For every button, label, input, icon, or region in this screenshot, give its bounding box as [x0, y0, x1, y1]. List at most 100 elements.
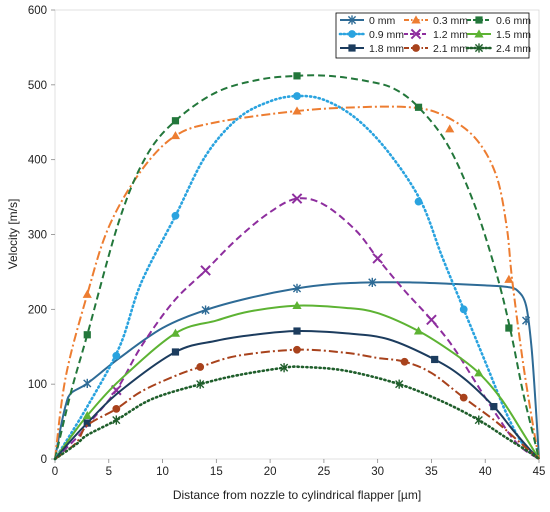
x-tick-label: 10	[156, 466, 169, 478]
series-line	[54, 74, 540, 460]
series-line	[54, 197, 540, 460]
data-point	[170, 328, 181, 337]
x-tick-label: 30	[371, 466, 384, 478]
legend-item: 2.4 mm	[465, 43, 531, 55]
data-point	[368, 277, 377, 287]
series-line	[53, 94, 541, 461]
legend-marker	[412, 44, 420, 52]
legend-marker	[410, 28, 422, 40]
series-line	[53, 365, 541, 461]
legend-item: 0.6 mm	[467, 15, 531, 27]
y-tick-label: 400	[28, 155, 47, 167]
legend-item: 1.8 mm	[340, 43, 404, 55]
legend-marker	[474, 29, 484, 38]
data-point	[170, 131, 181, 140]
y-tick-label: 200	[28, 304, 47, 316]
legend-label: 1.5 mm	[496, 29, 531, 41]
data-point	[431, 355, 439, 364]
y-tick-label: 100	[28, 379, 47, 391]
data-point	[474, 368, 484, 377]
x-tick-label: 20	[264, 466, 277, 478]
x-tick-label: 15	[210, 466, 223, 478]
legend-item: 0.3 mm	[404, 15, 468, 27]
data-point	[291, 193, 303, 204]
legend-marker	[348, 30, 356, 38]
legend-marker	[475, 16, 483, 24]
y-axis-title: Velocity [m/s]	[6, 199, 20, 270]
legend-box	[335, 12, 530, 59]
legend-label: 0.9 mm	[369, 29, 404, 41]
x-tick-label: 35	[425, 466, 438, 478]
data-point	[459, 305, 468, 314]
legend-label: 0.6 mm	[496, 15, 531, 27]
x-tick-label: 25	[317, 466, 330, 478]
legend-label: 0.3 mm	[433, 15, 468, 27]
axes: 0 5 10 15 20 25 30 35 40 45 0 100 200 300 400 500 600	[28, 5, 546, 478]
series-0-9-mm	[53, 92, 541, 461]
x-axis-title: Distance from nozzle to cylindrical flap…	[173, 488, 421, 502]
data-point	[490, 403, 498, 411]
legend: 0 mm 0.3 mm 0.6 mm 0.9 mm 1.2 mm 1.5 mm 1.8 mm…	[335, 12, 531, 59]
data-point	[293, 327, 301, 335]
legend-label: 0 mm	[369, 15, 396, 27]
data-point	[171, 117, 180, 125]
data-point	[413, 326, 424, 335]
legend-item: 2.1 mm	[404, 43, 468, 55]
series-1-5-mm	[54, 300, 540, 460]
series-2-4-mm	[53, 363, 541, 461]
data-point	[171, 211, 180, 220]
data-point	[83, 419, 91, 427]
x-tick-label: 40	[479, 466, 492, 478]
data-point	[292, 300, 302, 310]
series-line	[54, 304, 540, 460]
legend-item: 1.2 mm	[404, 28, 468, 41]
data-point	[395, 379, 404, 389]
legend-marker	[347, 15, 357, 25]
series-layer	[53, 72, 541, 461]
data-point	[292, 283, 302, 293]
data-point	[279, 363, 289, 373]
data-point	[171, 348, 180, 356]
data-point	[82, 410, 92, 420]
y-tick-label: 600	[28, 5, 47, 17]
data-point	[82, 289, 92, 298]
data-point	[83, 378, 92, 389]
data-point	[293, 72, 301, 80]
series-0-3-mm	[54, 105, 540, 460]
data-point	[200, 265, 211, 276]
data-point	[196, 379, 205, 389]
data-point	[201, 305, 210, 315]
data-point	[293, 92, 301, 100]
legend-label: 1.8 mm	[369, 43, 404, 55]
data-point	[292, 106, 302, 115]
legend-item: 1.5 mm	[467, 29, 531, 41]
data-point	[445, 124, 455, 133]
series-0-mm	[54, 277, 540, 460]
legend-marker	[474, 43, 484, 53]
data-point	[372, 253, 383, 264]
x-tick-label: 45	[533, 466, 546, 478]
data-point	[504, 274, 514, 283]
legend-item: 0.9 mm	[338, 29, 404, 41]
series-0-6-mm	[54, 72, 540, 460]
data-point	[521, 315, 531, 326]
series-1-2-mm	[54, 193, 540, 460]
data-point	[400, 357, 409, 366]
x-tick-label: 0	[52, 466, 58, 478]
series-2-1-mm	[54, 345, 540, 460]
data-point	[112, 351, 121, 360]
legend-label: 1.2 mm	[433, 29, 468, 41]
data-point	[426, 314, 437, 326]
series-1-8-mm	[54, 327, 540, 460]
data-point	[196, 363, 205, 371]
data-point	[459, 393, 468, 402]
legend-item: 0 mm	[340, 15, 396, 27]
series-line	[54, 330, 540, 460]
legend-label: 2.1 mm	[433, 43, 468, 55]
legend-marker	[348, 44, 356, 52]
series-line	[54, 281, 540, 460]
data-point	[414, 197, 423, 206]
data-point	[112, 404, 121, 413]
